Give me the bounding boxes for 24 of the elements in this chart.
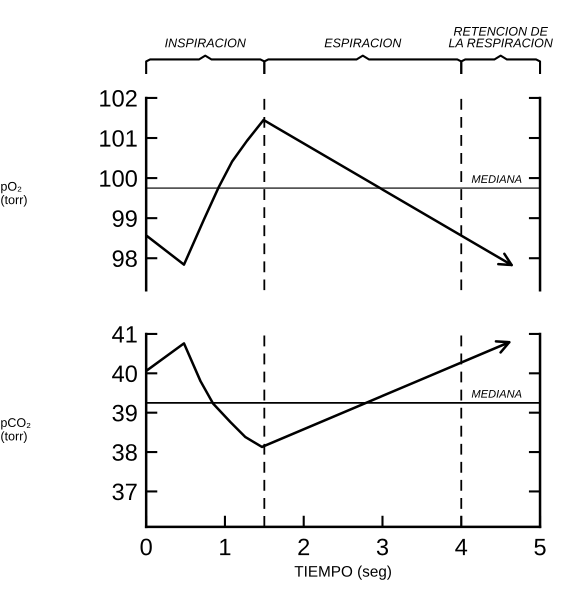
text: ESPIRACION	[324, 38, 402, 48]
y-tick-label: 39	[112, 404, 137, 422]
x-tick-label: 2	[298, 538, 310, 556]
text: RETENCION DE LA RESPIRACION	[448, 26, 553, 48]
ref-line-label: MEDIANA	[472, 390, 522, 398]
x-tick-label: 5	[534, 538, 546, 556]
text: INSPIRACION	[165, 38, 246, 48]
y-tick-label: 101	[100, 130, 137, 147]
y-tick-label: 40	[112, 365, 137, 382]
x-tick-label: 0	[140, 538, 152, 556]
y-tick-label: 102	[100, 90, 137, 107]
y-tick-label: 41	[112, 326, 137, 342]
y-axis-title: pO₂ (torr)	[1, 182, 27, 207]
y-tick-label: 98	[112, 250, 137, 268]
y-tick-label: 38	[112, 444, 137, 461]
x-tick-label: 4	[455, 538, 468, 556]
y-tick-label: 100	[100, 170, 137, 187]
y-axis-title: pCO₂ (torr)	[1, 418, 30, 443]
x-tick-label: 3	[376, 538, 388, 556]
y-tick-label: 99	[112, 210, 137, 227]
y-tick-label: 37	[112, 484, 137, 500]
x-tick-label: 1	[220, 538, 230, 556]
x-axis-title: TIEMPO (seg)	[294, 566, 391, 580]
ref-line-label: MEDIANA	[472, 175, 522, 183]
